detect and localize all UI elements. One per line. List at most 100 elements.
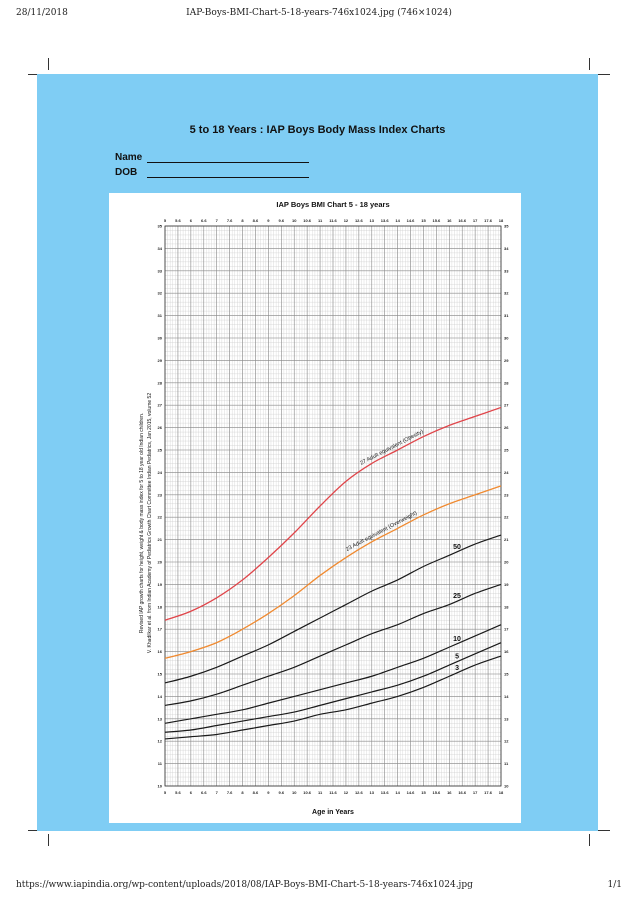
- y-tick-label-left: 28: [158, 380, 163, 385]
- crop-mark: [598, 830, 610, 831]
- y-tick-label-left: 34: [158, 246, 163, 251]
- x-tick-label-bottom: 7: [216, 790, 219, 795]
- x-tick-label-bottom: 18: [499, 790, 504, 795]
- y-tick-label-right: 17: [504, 627, 509, 632]
- y-tick-label-left: 19: [158, 582, 163, 587]
- print-url: https://www.iapindia.org/wp-content/uplo…: [16, 880, 473, 890]
- chart-title: IAP Boys BMI Chart 5 - 18 years: [276, 200, 389, 209]
- side-note-line-1: Revised IAP growth charts for height, we…: [139, 413, 145, 633]
- x-tick-label-top: 9: [267, 218, 270, 223]
- x-tick-label-bottom: 13.6: [381, 790, 390, 795]
- y-tick-label-left: 13: [158, 716, 163, 721]
- side-note-line-2: V. Khadilkar et al. from Indian Academy …: [147, 393, 153, 653]
- x-tick-label-top: 15: [421, 218, 426, 223]
- crop-mark: [28, 830, 40, 831]
- x-tick-label-bottom: 10.6: [303, 790, 312, 795]
- crop-mark: [48, 58, 49, 70]
- x-tick-label-top: 11: [318, 218, 323, 223]
- x-tick-label-bottom: 6.6: [201, 790, 207, 795]
- x-tick-label-bottom: 9.6: [279, 790, 285, 795]
- y-tick-label-right: 10: [504, 784, 509, 789]
- y-tick-label-right: 14: [504, 694, 509, 699]
- y-tick-label-right: 28: [504, 380, 509, 385]
- x-tick-label-top: 16.6: [458, 218, 467, 223]
- x-tick-label-bottom: 5: [164, 790, 167, 795]
- y-tick-label-right: 30: [504, 336, 509, 341]
- y-tick-label-left: 18: [158, 604, 163, 609]
- y-tick-label-left: 11: [158, 761, 163, 766]
- y-tick-label-right: 19: [504, 582, 509, 587]
- x-tick-label-bottom: 12: [344, 790, 349, 795]
- x-tick-label-top: 8: [241, 218, 244, 223]
- x-tick-label-top: 18: [499, 218, 504, 223]
- x-tick-label-bottom: 17.6: [484, 790, 493, 795]
- print-page-title: IAP-Boys-BMI-Chart-5-18-years-746x1024.j…: [186, 8, 452, 18]
- name-line: [147, 162, 309, 163]
- x-tick-label-top: 6: [190, 218, 193, 223]
- x-tick-label-bottom: 5.6: [175, 790, 181, 795]
- x-tick-label-bottom: 6: [190, 790, 193, 795]
- x-tick-label-top: 16: [447, 218, 452, 223]
- y-tick-label-left: 23: [158, 492, 163, 497]
- name-label: Name: [115, 152, 143, 163]
- y-tick-label-left: 12: [158, 739, 163, 744]
- x-tick-label-top: 10.6: [303, 218, 312, 223]
- x-tick-label-bottom: 14.6: [407, 790, 416, 795]
- y-tick-label-right: 18: [504, 604, 509, 609]
- x-tick-label-top: 17: [473, 218, 478, 223]
- print-page-number: 1/1: [607, 880, 622, 890]
- series-label: 10: [453, 636, 461, 643]
- x-tick-label-top: 5.6: [175, 218, 181, 223]
- y-tick-label-right: 12: [504, 739, 509, 744]
- y-tick-label-left: 16: [158, 649, 163, 654]
- y-tick-label-left: 35: [158, 224, 163, 229]
- dob-line: [147, 177, 309, 178]
- series-line: [164, 583, 502, 706]
- y-tick-label-left: 22: [158, 515, 163, 520]
- sheet-title: 5 to 18 Years : IAP Boys Body Mass Index…: [189, 124, 446, 136]
- y-tick-label-right: 31: [504, 313, 509, 318]
- y-tick-label-left: 30: [158, 336, 163, 341]
- y-tick-label-right: 20: [504, 560, 509, 565]
- y-tick-label-right: 34: [504, 246, 509, 251]
- series-label: 50: [453, 544, 461, 551]
- x-tick-label-bottom: 12.6: [355, 790, 364, 795]
- x-tick-label-top: 7.6: [227, 218, 233, 223]
- x-tick-label-top: 6.6: [201, 218, 207, 223]
- series-line: [164, 485, 502, 659]
- y-tick-label-left: 32: [158, 291, 163, 296]
- y-tick-label-left: 31: [158, 313, 163, 318]
- x-tick-label-bottom: 16: [447, 790, 452, 795]
- series-line: [164, 655, 502, 740]
- series-label: 3: [455, 665, 459, 672]
- x-tick-label-bottom: 11: [318, 790, 323, 795]
- y-tick-label-right: 15: [504, 672, 509, 677]
- x-tick-label-top: 12: [344, 218, 349, 223]
- y-tick-label-right: 25: [504, 448, 509, 453]
- x-tick-label-top: 17.6: [484, 218, 493, 223]
- x-tick-label-top: 14.6: [407, 218, 416, 223]
- y-tick-label-left: 29: [158, 358, 163, 363]
- x-tick-label-top: 13: [370, 218, 375, 223]
- x-tick-label-bottom: 7.6: [227, 790, 233, 795]
- y-tick-label-right: 13: [504, 716, 509, 721]
- x-tick-label-bottom: 13: [370, 790, 375, 795]
- x-tick-label-top: 15.6: [432, 218, 441, 223]
- x-tick-label-bottom: 11.6: [329, 790, 337, 795]
- x-tick-label-bottom: 8: [241, 790, 244, 795]
- y-tick-label-right: 32: [504, 291, 509, 296]
- y-tick-label-right: 27: [504, 403, 509, 408]
- y-tick-label-left: 15: [158, 672, 163, 677]
- y-tick-label-left: 26: [158, 425, 163, 430]
- x-tick-label-bottom: 8.6: [253, 790, 259, 795]
- x-tick-label-top: 5: [164, 218, 167, 223]
- x-tick-label-top: 11.6: [329, 218, 337, 223]
- y-tick-label-right: 33: [504, 268, 509, 273]
- crop-mark: [598, 74, 610, 75]
- x-tick-label-top: 8.6: [253, 218, 259, 223]
- y-tick-label-left: 21: [158, 537, 163, 542]
- y-tick-label-left: 25: [158, 448, 163, 453]
- y-tick-label-right: 21: [504, 537, 509, 542]
- y-tick-label-left: 33: [158, 268, 163, 273]
- x-tick-label-top: 10: [292, 218, 297, 223]
